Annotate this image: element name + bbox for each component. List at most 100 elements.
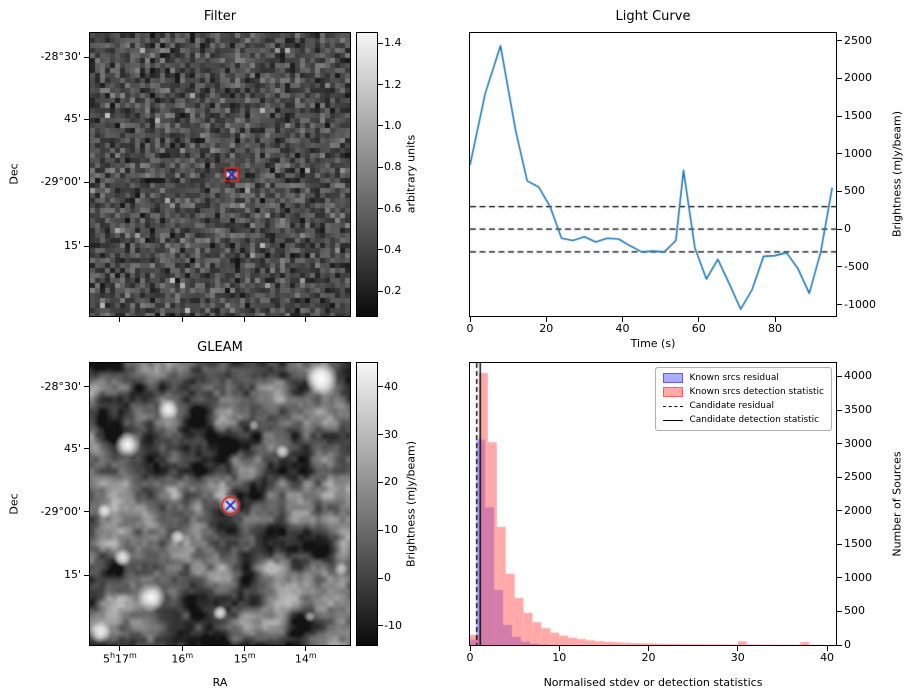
tick-mark — [545, 317, 547, 322]
tick-mark — [305, 317, 307, 322]
legend-solid-line-swatch — [663, 419, 684, 421]
tick-label: 15m — [233, 651, 256, 666]
tick-label: -29°00' — [40, 504, 82, 518]
tick-mark — [837, 610, 842, 612]
tick-mark — [737, 646, 739, 651]
tick-mark — [84, 181, 89, 183]
tick-mark — [84, 118, 89, 120]
light-curve-canvas — [470, 33, 836, 316]
tick-mark — [378, 84, 383, 86]
tick-mark — [837, 510, 842, 512]
legend-label: Candidate residual — [689, 401, 775, 411]
tick-label: 500 — [844, 604, 865, 618]
gleam-image-frame — [89, 362, 351, 646]
tick-label: 10 — [552, 651, 567, 664]
legend-patch-swatch — [663, 387, 684, 397]
light-curve-frame — [469, 32, 837, 317]
tick-label: 45' — [63, 441, 81, 455]
tick-label: 4000 — [844, 369, 872, 383]
tick-mark — [837, 409, 842, 411]
tick-mark — [378, 125, 383, 127]
legend-dashed-line-swatch — [663, 405, 684, 407]
tick-mark — [837, 228, 842, 230]
legend-patch-swatch — [663, 373, 684, 383]
tick-mark — [378, 166, 383, 168]
histogram-xlabel: Normalised stdev or detection statistics — [543, 676, 763, 689]
tick-label: 0.6 — [384, 201, 402, 215]
legend: Known srcs residual Known srcs detection … — [655, 367, 832, 431]
tick-label: 40 — [615, 322, 630, 335]
tick-mark — [181, 646, 183, 651]
tick-mark — [837, 443, 842, 445]
light-curve-title: Light Curve — [615, 9, 691, 24]
tick-label: 60 — [691, 322, 706, 335]
filter-image-frame — [89, 32, 351, 317]
tick-mark — [837, 153, 842, 155]
tick-label: 0 — [466, 651, 474, 664]
light-curve-ylabel: Brightness (mJy/beam) — [890, 110, 904, 238]
filter-colorbar-frame — [356, 32, 378, 317]
legend-entry: Candidate residual — [663, 401, 824, 411]
filter-dec-axis-label: Dec — [7, 163, 21, 185]
tick-label: 1000 — [844, 146, 872, 160]
tick-label: 1500 — [844, 108, 872, 122]
filter-colorbar — [357, 33, 377, 316]
tick-label: 30 — [384, 427, 398, 441]
tick-label: 15' — [63, 239, 81, 253]
tick-label: -28°30' — [40, 50, 82, 63]
tick-label: -500 — [844, 259, 869, 273]
tick-mark — [622, 317, 623, 322]
tick-mark — [648, 646, 650, 651]
tick-mark — [558, 646, 560, 651]
tick-mark — [469, 646, 471, 651]
tick-mark — [837, 476, 842, 478]
tick-label: 15' — [63, 568, 81, 582]
tick-label: 45' — [63, 111, 81, 125]
tick-mark — [119, 317, 121, 322]
tick-label: 0.8 — [384, 160, 402, 174]
tick-label: 500 — [844, 184, 865, 198]
tick-mark — [826, 646, 828, 651]
tick-mark — [837, 644, 842, 646]
histogram-ylabel: Number of Sources — [890, 451, 904, 557]
tick-mark — [378, 208, 383, 210]
tick-mark — [837, 304, 842, 306]
legend-label: Known srcs detection statistic — [689, 387, 824, 397]
filter-title: Filter — [203, 9, 237, 24]
tick-label: 1500 — [844, 537, 872, 551]
tick-label: 30 — [730, 651, 745, 664]
tick-label: 5h17m — [102, 651, 137, 666]
tick-label: 1.4 — [384, 36, 402, 50]
tick-mark — [84, 574, 89, 576]
tick-mark — [305, 646, 307, 651]
tick-label: 0 — [466, 322, 474, 335]
tick-mark — [698, 317, 700, 322]
tick-label: 1.2 — [384, 77, 402, 91]
filter-image — [90, 33, 350, 316]
tick-mark — [837, 543, 842, 545]
tick-mark — [84, 245, 89, 247]
tick-label: 2500 — [844, 470, 872, 484]
tick-mark — [84, 386, 89, 388]
tick-label: 16m — [171, 651, 194, 666]
tick-mark — [378, 434, 383, 436]
legend-label: Candidate detection statistic — [689, 415, 820, 425]
tick-mark — [469, 317, 471, 322]
tick-label: 3000 — [844, 436, 872, 450]
gleam-colorbar — [357, 363, 377, 645]
tick-mark — [837, 577, 842, 579]
tick-label: 14m — [294, 651, 317, 666]
tick-label: 20 — [539, 322, 554, 335]
tick-label: 40 — [384, 379, 398, 393]
tick-mark — [837, 40, 842, 42]
tick-mark — [181, 317, 183, 322]
tick-mark — [837, 190, 842, 192]
tick-mark — [84, 56, 89, 58]
gleam-colorbar-frame — [356, 362, 378, 646]
legend-entry: Candidate detection statistic — [663, 415, 824, 425]
tick-mark — [378, 249, 383, 251]
tick-label: -10 — [384, 618, 402, 632]
tick-mark — [378, 42, 383, 44]
tick-mark — [378, 529, 383, 531]
